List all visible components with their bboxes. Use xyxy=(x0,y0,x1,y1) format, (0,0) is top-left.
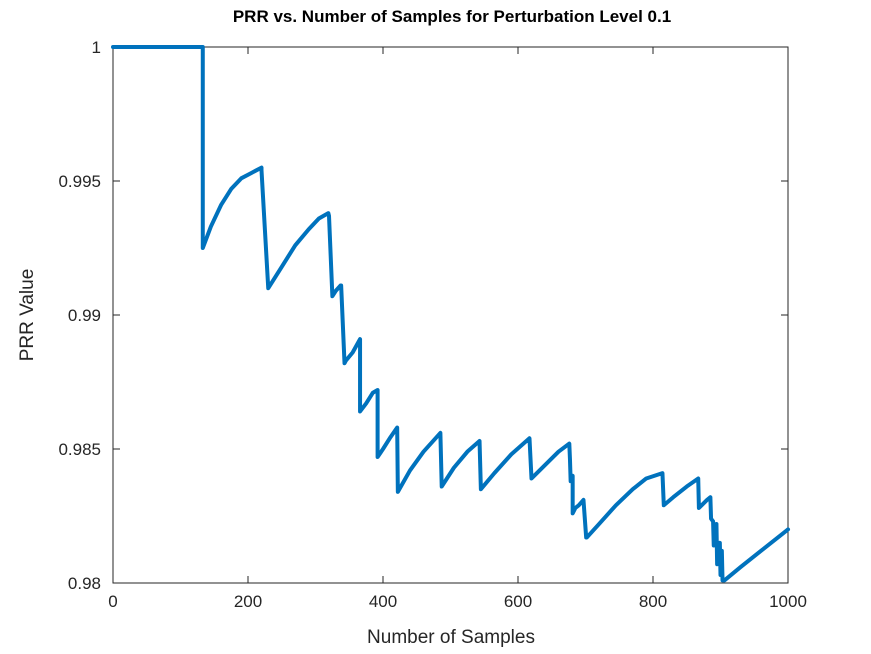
y-tick-label: 0.995 xyxy=(58,172,101,191)
x-tick-label: 1000 xyxy=(769,592,807,611)
y-tick-label: 0.98 xyxy=(68,574,101,593)
chart-title: PRR vs. Number of Samples for Perturbati… xyxy=(233,7,671,26)
x-tick-label: 400 xyxy=(369,592,397,611)
x-axis-label: Number of Samples xyxy=(367,627,535,648)
y-axis-label: PRR Value xyxy=(17,269,38,362)
x-tick-label: 200 xyxy=(234,592,262,611)
y-tick-label: 1 xyxy=(92,38,101,57)
x-tick-label: 800 xyxy=(639,592,667,611)
plot-frame xyxy=(112,46,789,584)
axis-ticks: 0 200 400 600 800 1000 0.98 0.985 0.99 0.995 1 xyxy=(58,38,806,611)
series-line-1 xyxy=(111,45,790,583)
x-tick-label: 600 xyxy=(504,592,532,611)
x-tick-label: 0 xyxy=(108,592,117,611)
y-tick-label: 0.99 xyxy=(68,306,101,325)
y-tick-label: 0.985 xyxy=(58,440,101,459)
data-series xyxy=(111,45,790,583)
